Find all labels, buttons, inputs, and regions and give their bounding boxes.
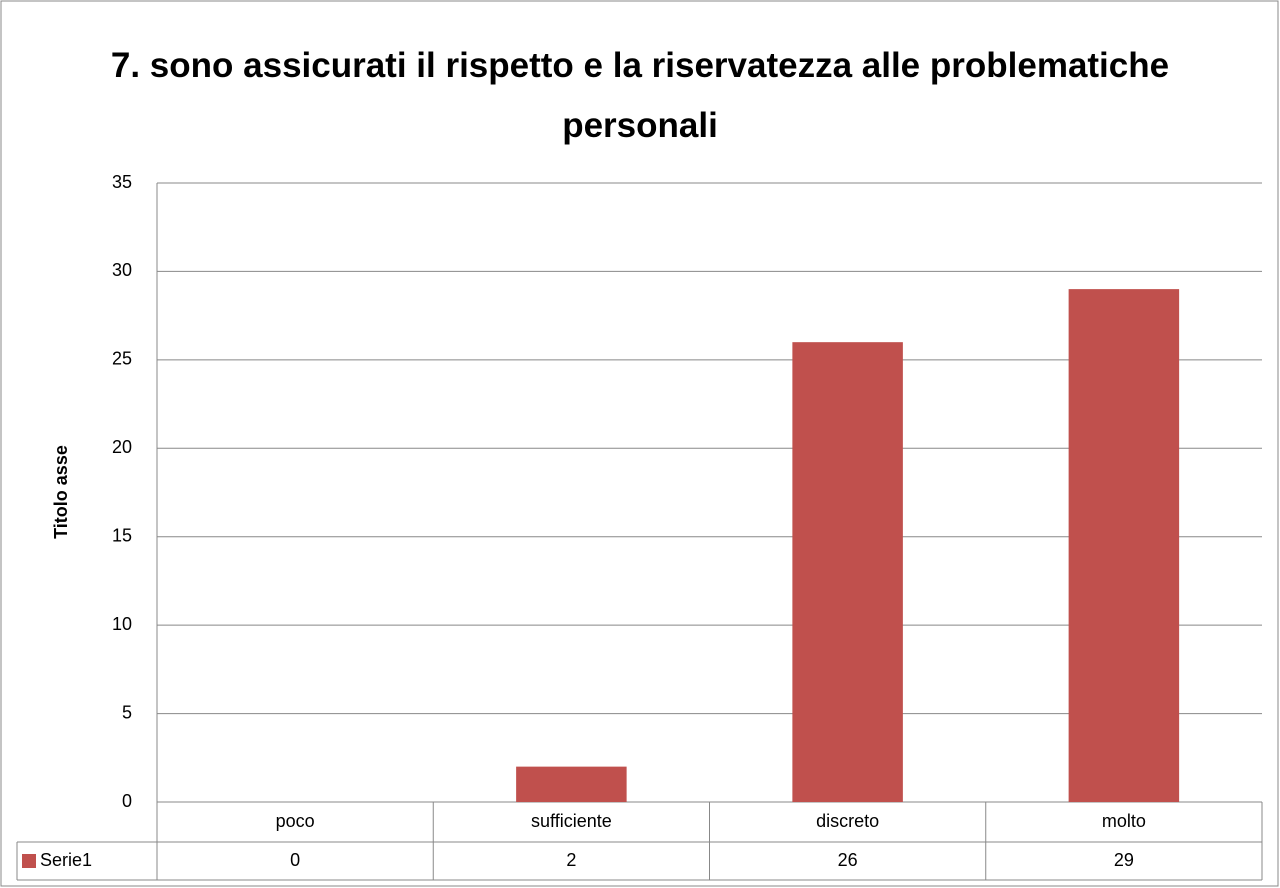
x-tick-label: discreto xyxy=(816,811,879,831)
table-value: 26 xyxy=(838,850,858,870)
y-tick-label: 25 xyxy=(112,349,132,369)
bar xyxy=(516,766,627,802)
y-tick-label: 10 xyxy=(112,614,132,634)
bar xyxy=(1068,289,1180,803)
y-tick-label: 35 xyxy=(112,172,132,192)
y-tick-label: 15 xyxy=(112,525,132,545)
x-tick-label: poco xyxy=(276,811,315,831)
x-tick-label: sufficiente xyxy=(531,811,612,831)
table-value: 29 xyxy=(1114,850,1134,870)
chart-title: 7. sono assicurati il rispetto e la rise… xyxy=(110,46,1170,145)
table-value: 0 xyxy=(290,850,300,870)
bar xyxy=(792,342,903,802)
y-tick-label: 0 xyxy=(122,791,132,811)
x-tick-label: molto xyxy=(1102,811,1146,831)
y-tick-label: 30 xyxy=(112,260,132,280)
table-value: 2 xyxy=(566,850,576,870)
legend-label: Serie1 xyxy=(40,850,92,870)
legend-swatch xyxy=(22,854,36,868)
y-tick-label: 5 xyxy=(122,702,132,722)
y-tick-label: 20 xyxy=(112,437,132,457)
y-axis-title: Titolo asse xyxy=(51,445,71,539)
